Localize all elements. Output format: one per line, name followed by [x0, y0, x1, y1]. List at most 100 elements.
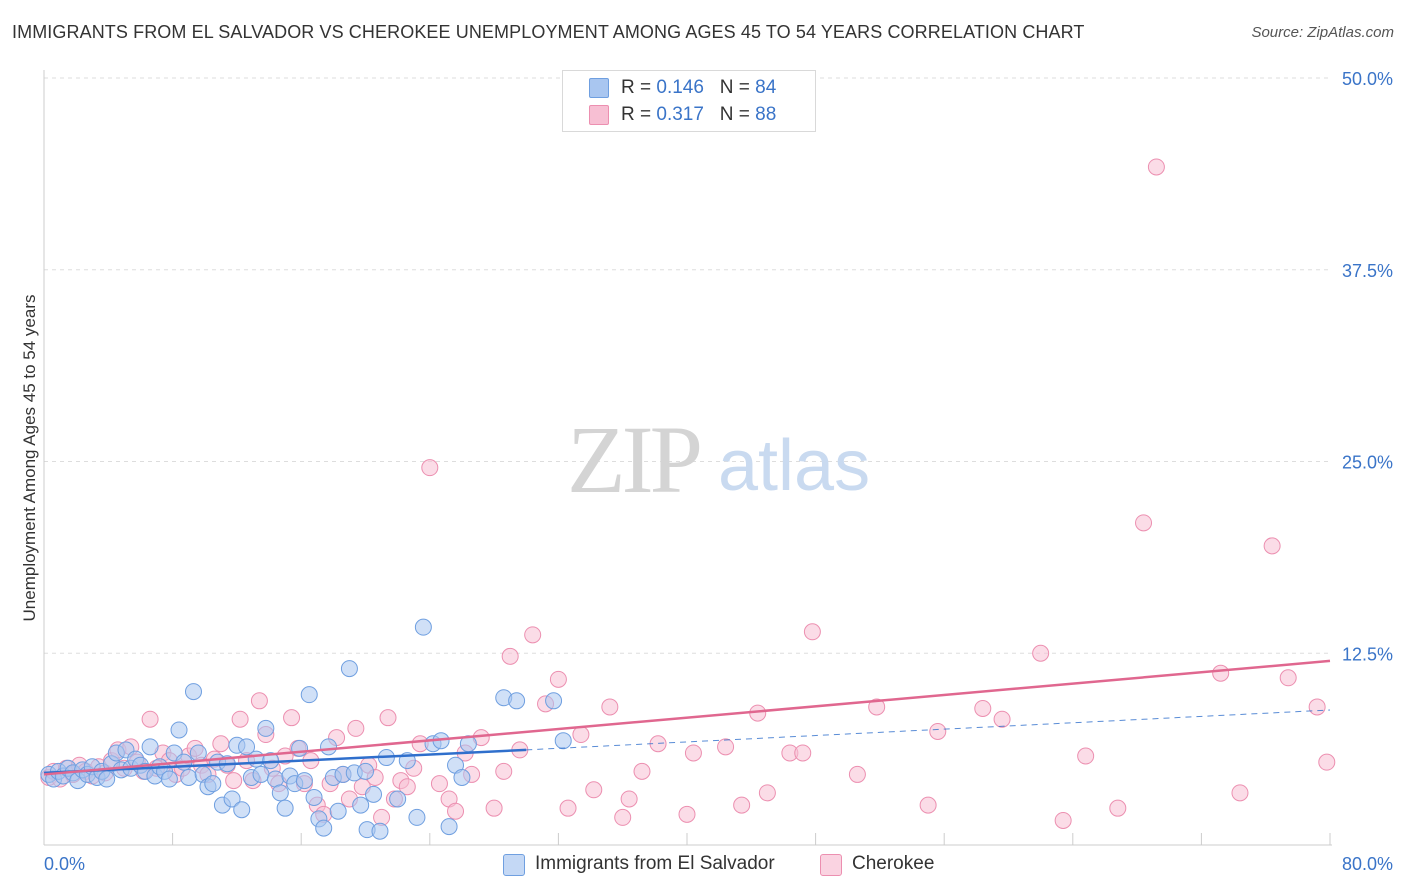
- cherokee-point-60: [430, 775, 448, 793]
- el-salvador-point-43: [247, 750, 265, 768]
- el-salvador-point-31: [189, 744, 207, 762]
- el-salvador-point-77: [453, 769, 471, 787]
- el-salvador-point-40: [233, 801, 251, 819]
- cherokee-point-38: [283, 709, 301, 727]
- el-salvador-point-81: [545, 692, 563, 710]
- el-salvador-point-41: [238, 738, 256, 756]
- cherokee-point-70: [524, 626, 542, 644]
- legend-text-cherokee: R = 0.317 N = 88: [621, 104, 776, 126]
- tick-labels: 12.5% 25.0% 37.5% 50.0% 0.0% 80.0%: [44, 69, 1393, 874]
- el-salvador-point-53: [295, 772, 313, 790]
- cherokee-point-53: [379, 709, 397, 727]
- legend-r-value-2: 0.317: [656, 104, 704, 125]
- correlation-legend: R = 0.146 N = 84 R = 0.317 N = 88: [562, 70, 816, 132]
- cherokee-point-96: [1147, 158, 1165, 176]
- bottom-legend-label-cherokee: Cherokee: [852, 853, 935, 874]
- x-tick-label-1: 80.0%: [1342, 854, 1393, 874]
- el-salvador-point-64: [352, 796, 370, 814]
- cherokee-point-75: [585, 781, 603, 799]
- cherokee-point-107: [614, 808, 632, 826]
- gridlines: [44, 77, 1330, 654]
- cherokee-point-95: [1135, 514, 1153, 532]
- cherokee-point-62: [447, 802, 465, 820]
- el-salvador-point-57: [315, 819, 333, 837]
- cherokee-point-78: [633, 762, 651, 780]
- cherokee-point-86: [803, 623, 821, 641]
- cherokee-point-99: [1263, 537, 1281, 555]
- legend-n-label-1: N =: [719, 77, 756, 98]
- legend-n-label-2: N =: [719, 104, 756, 125]
- legend-swatch-pink: [589, 105, 609, 125]
- el-salvador-point-54: [300, 686, 318, 704]
- cherokee-point-27: [212, 735, 230, 753]
- cherokee-point-91: [993, 710, 1011, 728]
- chart-title: IMMIGRANTS FROM EL SALVADOR VS CHEROKEE …: [12, 22, 1085, 42]
- el-salvador-point-83: [357, 762, 374, 780]
- cherokee-point-72: [549, 670, 567, 688]
- el-salvador-point-29: [180, 769, 198, 787]
- cherokee-point-67: [495, 762, 513, 780]
- cherokee-point-82: [733, 796, 751, 814]
- cherokee-point-87: [848, 765, 866, 783]
- cherokee-point-66: [485, 799, 503, 817]
- watermark: ZIP atlas: [567, 406, 870, 513]
- cherokee-point-74: [572, 726, 590, 744]
- watermark-zip: ZIP: [567, 406, 700, 513]
- el-salvador-point-49: [276, 799, 294, 817]
- cherokee-point-92: [1032, 644, 1050, 662]
- el-salvador-point-38: [223, 790, 241, 808]
- cherokee-point-80: [684, 744, 702, 762]
- x-tick-label-0: 0.0%: [44, 854, 85, 874]
- el-salvador-point-62: [340, 660, 358, 678]
- cherokee-point-48: [347, 719, 365, 737]
- cherokee-point-33: [250, 692, 268, 710]
- y-tick-label-3: 50.0%: [1342, 69, 1393, 89]
- el-salvador-point-80: [508, 692, 526, 710]
- el-salvador-point-25: [160, 770, 178, 788]
- legend-r-label-2: R =: [621, 104, 657, 125]
- el-salvador-point-75: [440, 818, 458, 836]
- cherokee-point-106: [678, 805, 696, 823]
- cherokee-point-29: [225, 772, 243, 790]
- cherokee-point-104: [919, 796, 937, 814]
- cherokee-point-81: [717, 738, 735, 756]
- cherokee-point-16: [141, 710, 159, 728]
- legend-swatch-blue: [589, 78, 609, 98]
- chart-source: Source: ZipAtlas.com: [1251, 24, 1394, 41]
- legend-n-value-1: 84: [755, 77, 777, 98]
- cherokee-point-100: [1279, 669, 1297, 687]
- legend-n-value-2: 88: [755, 104, 777, 125]
- el-salvador-point-60: [329, 802, 347, 820]
- cherokee-point-73: [559, 799, 577, 817]
- el-salvador-trend-dashed: [526, 709, 1331, 751]
- cherokee-point-103: [1054, 811, 1072, 829]
- cherokee-point-94: [1109, 799, 1127, 817]
- watermark-atlas: atlas: [718, 426, 870, 506]
- el-salvador-point-21: [141, 738, 159, 756]
- el-salvador-point-58: [320, 738, 338, 756]
- el-salvador-point-45: [257, 719, 275, 737]
- bottom-legend-label-el-salvador: Immigrants from El Salvador: [535, 853, 775, 874]
- el-salvador-point-82: [554, 732, 572, 750]
- el-salvador-point-34: [204, 775, 222, 793]
- cherokee-point-105: [758, 784, 776, 802]
- cherokee-point-30: [231, 710, 249, 728]
- el-salvador-point-69: [389, 790, 407, 808]
- el-salvador-point-67: [371, 822, 389, 840]
- y-axis-label: Unemployment Among Ages 45 to 54 years: [20, 295, 39, 622]
- el-salvador-point-48: [271, 784, 289, 802]
- y-tick-label-0: 12.5%: [1342, 644, 1393, 664]
- cherokee-point-56: [398, 778, 416, 796]
- cherokee-point-90: [974, 699, 992, 717]
- axes: [43, 70, 1332, 846]
- cherokee-point-93: [1077, 747, 1095, 765]
- cherokee-point-102: [1318, 753, 1336, 771]
- el-salvador-point-27: [170, 721, 188, 739]
- legend-r-label-1: R =: [621, 77, 657, 98]
- cherokee-point-101: [1308, 698, 1326, 716]
- el-salvador-point-12: [98, 770, 116, 788]
- el-salvador-trend-line: [43, 748, 527, 775]
- legend-text-el-salvador: R = 0.146 N = 84: [621, 77, 776, 99]
- bottom-legend-swatch-pink: [820, 854, 842, 876]
- cherokee-point-98: [1231, 784, 1249, 802]
